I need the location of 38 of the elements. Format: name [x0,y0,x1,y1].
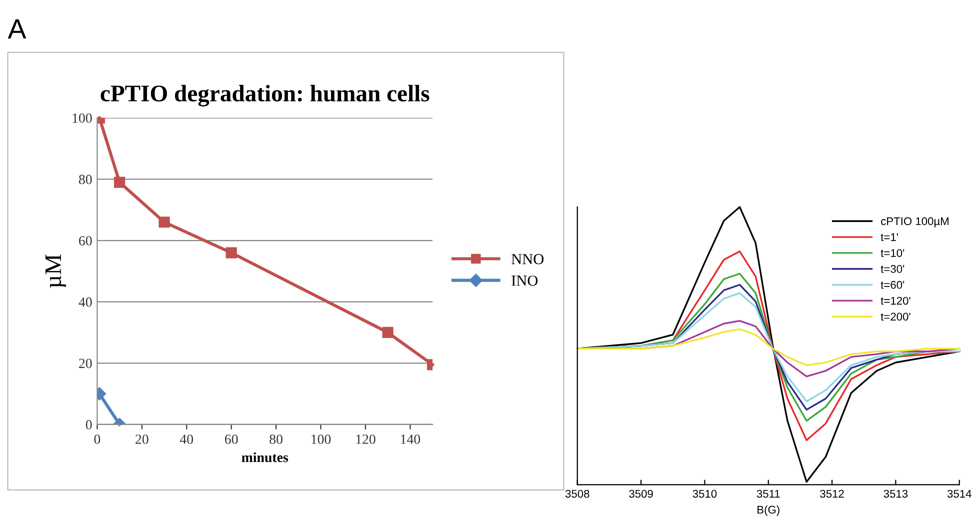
legend-label: t=1' [880,233,898,242]
text: A [8,19,26,38]
point [114,176,126,188]
legend-label: cPTIO 100µM [881,217,948,228]
x-tick-label: 20 [136,434,148,444]
y-tick-label: 20 [79,358,92,368]
x-axis-title: minutes [242,452,288,462]
x-tick-label: 3509 [629,490,653,498]
x-tick-label: 100 [312,434,331,444]
x-tick-label: 40 [180,434,194,444]
y-tick-label: 60 [79,236,92,246]
x-tick-label: 3511 [756,490,780,498]
x-tick-label: 60 [224,434,238,444]
x-tick-label: 0 [94,434,100,444]
y-tick-label: 80 [78,174,92,184]
legend-label: t=60' [880,280,904,289]
y-tick-label: 100 [72,113,92,123]
x-tick-label: 3512 [820,490,844,498]
y-axis-title: µM [45,254,66,288]
x-tick-label: 3510 [692,490,717,498]
x-tick-label: 120 [356,434,376,444]
legend-label: t=200' [880,312,910,321]
y-tick-label: 40 [78,297,92,307]
point [226,247,237,258]
x-tick-label: 140 [400,434,420,444]
legend-label: INO [512,276,538,286]
legend-label: NNO [511,254,544,264]
point [158,216,170,228]
x-axis-title: B(G) [758,505,780,516]
legend-label: t=120' [880,296,910,305]
x-tick-label: 3508 [565,490,590,498]
y-tick-label: 0 [86,420,92,430]
x-tick-label: 3513 [884,490,908,498]
legend-label: t=30' [880,265,904,273]
x-tick-label: 80 [270,434,282,444]
chart-title: cPTIO degradation: human cells [100,84,430,106]
x-tick-label: 3514 [947,490,972,498]
legend-label: t=10' [880,249,904,257]
